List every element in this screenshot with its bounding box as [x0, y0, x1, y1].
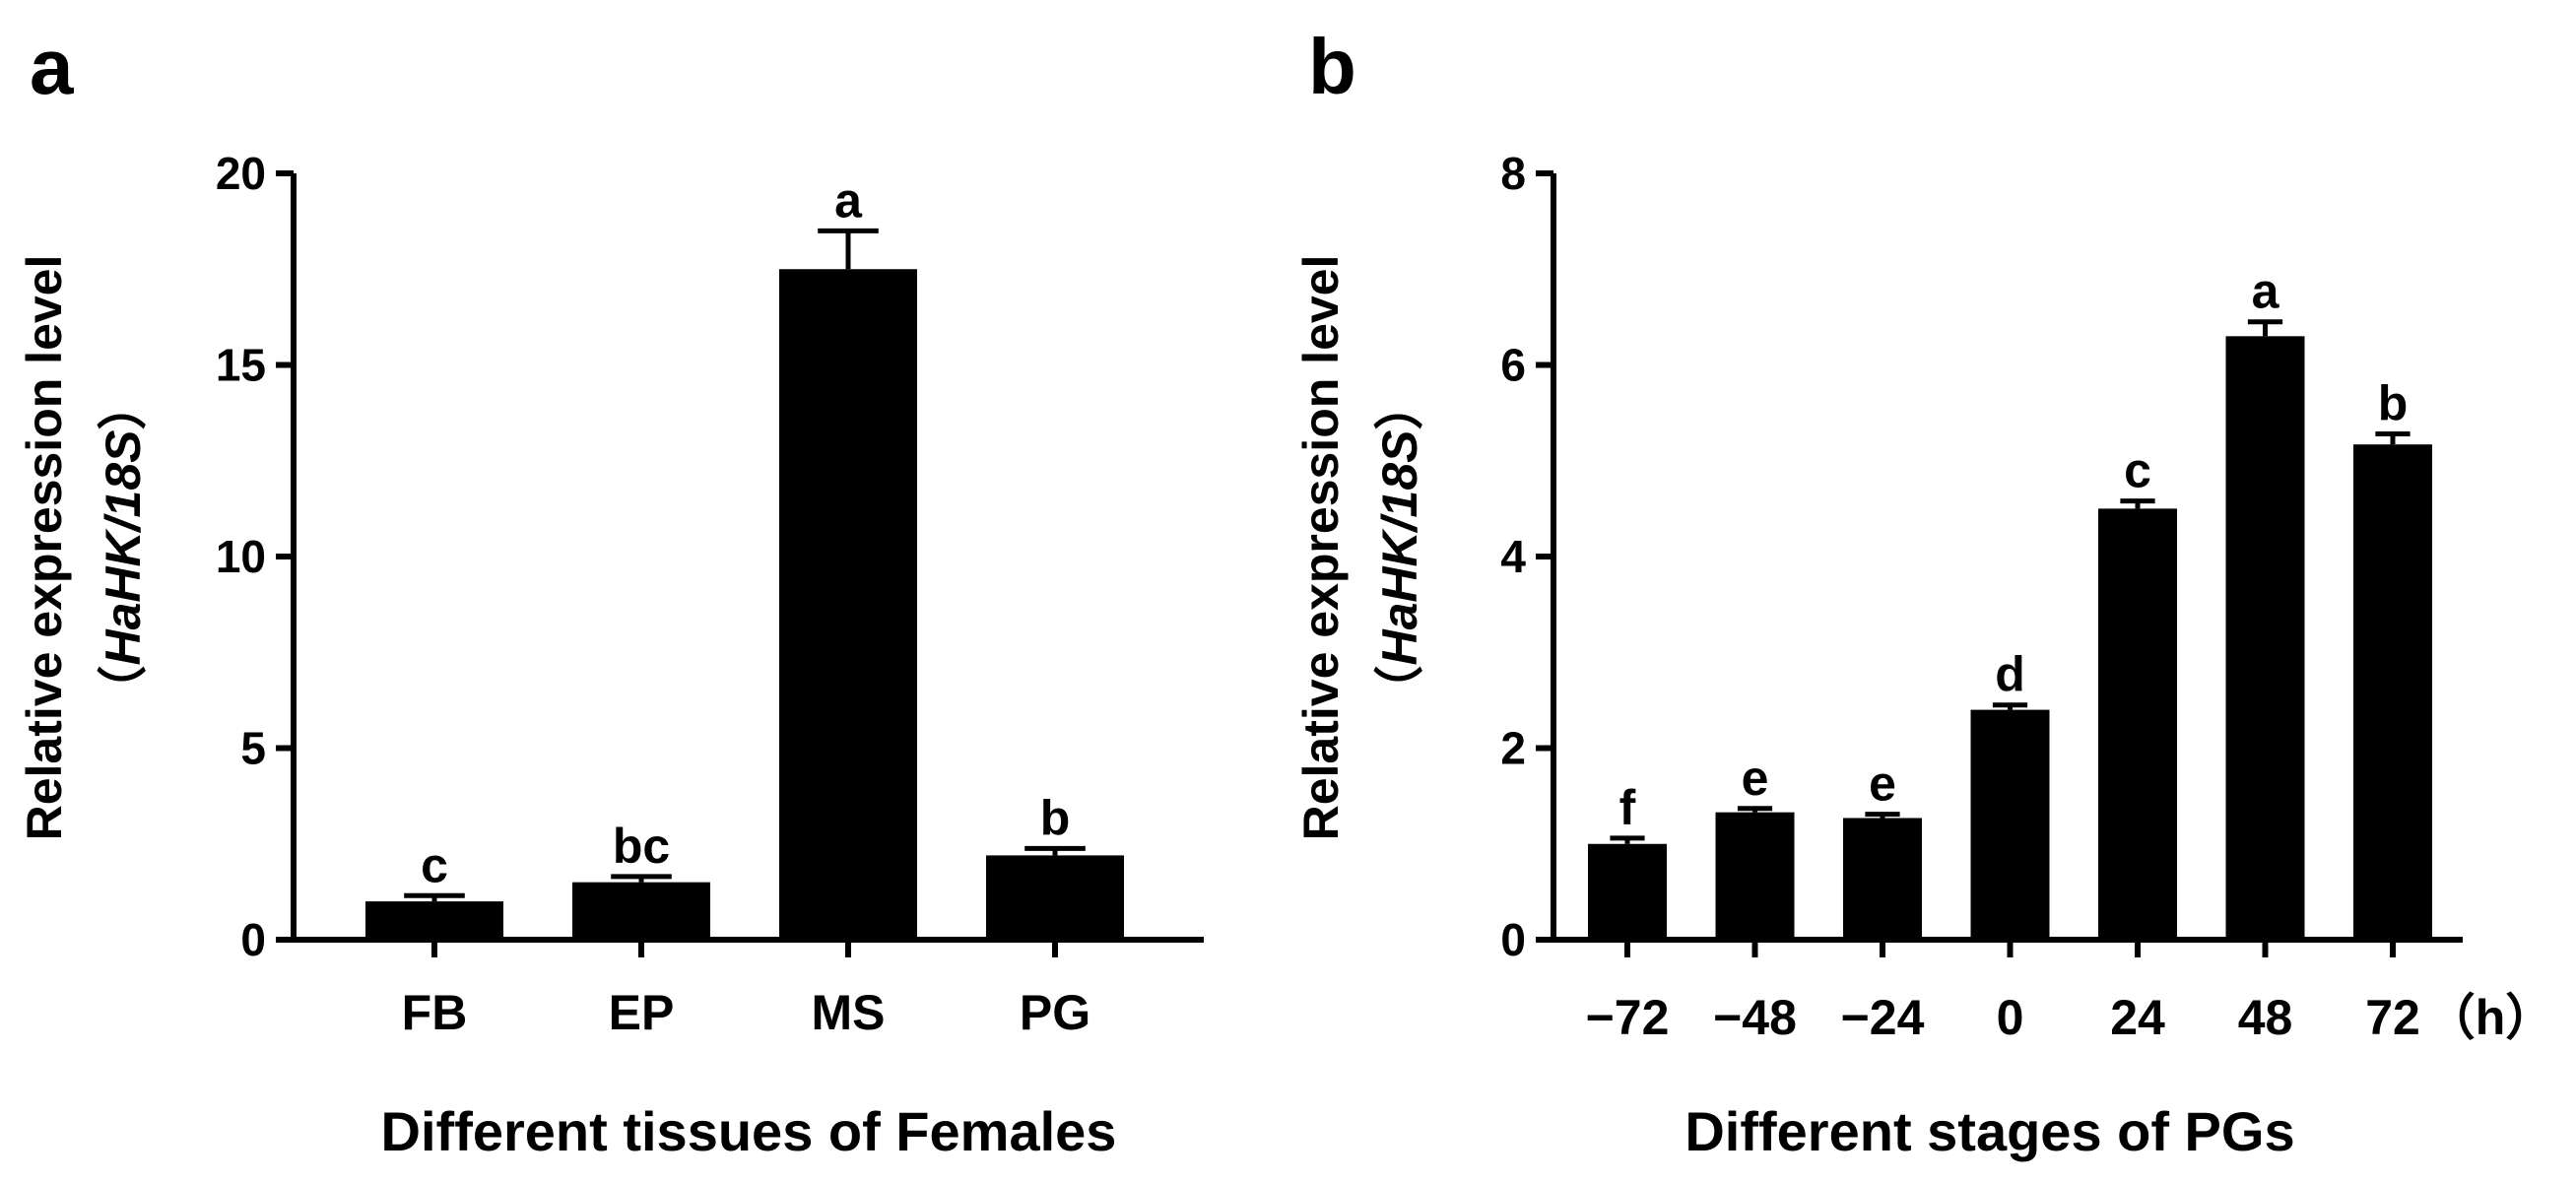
y-axis-label-gene-name: HaHK/18S: [1372, 430, 1427, 666]
x-axis-unit-label: （h）: [2426, 990, 2555, 1045]
x-tick-label-7: 72: [2365, 990, 2420, 1045]
significance-label-4: d: [1995, 647, 2025, 702]
y-axis-label: Relative expression level: [1293, 255, 1349, 841]
y-axis-label-close-paren: ）: [96, 381, 151, 430]
x-tick-label-1: −72: [1586, 990, 1670, 1045]
x-tick-label-4: PG: [1020, 985, 1090, 1040]
y-axis-label-gene-name: HaHK/18S: [96, 430, 151, 666]
y-axis-label-gene: （HaHK/18S）: [1372, 381, 1427, 715]
bar-1: [365, 901, 503, 940]
x-tick-label-2: EP: [609, 985, 675, 1040]
bar-1: [1588, 843, 1667, 940]
significance-label-4: b: [1040, 790, 1071, 845]
x-tick-label-5: 24: [2110, 990, 2165, 1045]
y-axis-label: Relative expression level: [17, 255, 72, 841]
x-tick-label-3: −24: [1841, 990, 1925, 1045]
x-tick-label-6: 48: [2238, 990, 2293, 1045]
bar-4: [986, 855, 1124, 940]
x-tick-label-2: −48: [1713, 990, 1797, 1045]
x-axis-label: Different tissues of Females: [381, 1100, 1117, 1162]
y-tick-label-3: 10: [216, 531, 266, 582]
y-tick-label-2: 2: [1500, 723, 1526, 774]
significance-label-7: b: [2378, 376, 2409, 431]
y-tick-label-3: 4: [1500, 531, 1526, 582]
y-axis-label-open-paren: （: [1372, 666, 1427, 715]
bar-7: [2353, 444, 2432, 940]
panel-letter: a: [30, 23, 74, 110]
y-axis-label-close-paren: ）: [1372, 381, 1427, 430]
significance-label-6: a: [2252, 264, 2280, 319]
bar-5: [2098, 508, 2177, 940]
significance-label-1: f: [1619, 780, 1636, 835]
significance-label-5: c: [2124, 443, 2151, 498]
y-axis-label-gene: （HaHK/18S）: [96, 381, 151, 715]
x-tick-label-4: 0: [1997, 990, 2024, 1045]
x-tick-label-1: FB: [402, 985, 468, 1040]
y-tick-label-4: 6: [1500, 340, 1526, 391]
bar-2: [1715, 812, 1795, 940]
y-tick-label-5: 20: [216, 148, 266, 199]
bar-4: [1970, 709, 2050, 940]
panel-a: a c FB bc EP a MS b PG 0 5 10 15 20 Relative expressio…: [17, 23, 1204, 1162]
significance-label-1: c: [421, 837, 448, 892]
y-tick-label-1: 0: [1500, 914, 1526, 965]
significance-label-3: e: [1869, 756, 1896, 812]
bar-6: [2225, 336, 2305, 940]
bar-2: [572, 882, 710, 940]
significance-label-3: a: [834, 172, 863, 228]
y-tick-label-4: 15: [216, 340, 266, 391]
bar-3: [779, 269, 917, 940]
y-tick-label-1: 0: [240, 914, 266, 965]
bar-3: [1843, 818, 1922, 940]
y-axis-label-open-paren: （: [96, 666, 151, 715]
significance-label-2: bc: [613, 819, 670, 874]
x-axis-label: Different stages of PGs: [1684, 1100, 2294, 1162]
y-tick-label-5: 8: [1500, 148, 1526, 199]
y-tick-label-2: 5: [240, 723, 266, 774]
x-tick-label-3: MS: [812, 985, 886, 1040]
significance-label-2: e: [1742, 751, 1769, 806]
panel-letter: b: [1308, 23, 1356, 110]
